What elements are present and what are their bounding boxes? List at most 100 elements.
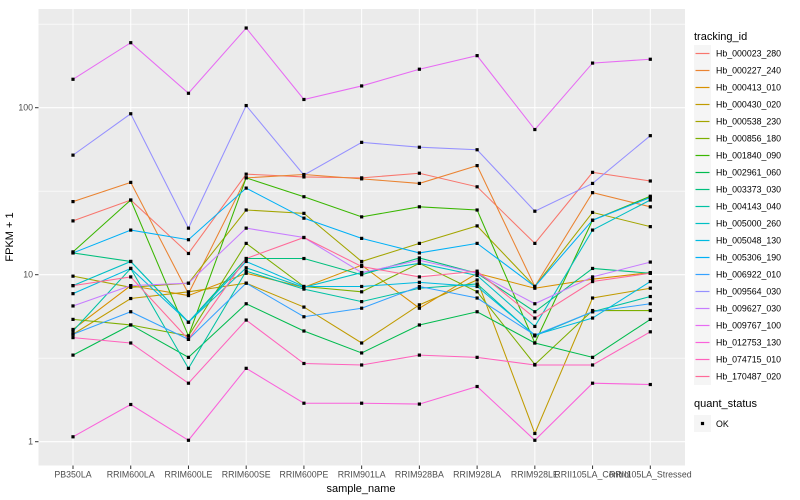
data-point: [417, 256, 421, 260]
data-point: [533, 302, 537, 306]
data-point: [186, 355, 191, 359]
legend-entry-label: Hb_004143_040: [716, 202, 781, 212]
data-point: [244, 241, 248, 245]
legend-entry: Hb_005000_260: [694, 215, 781, 232]
data-point: [475, 278, 479, 282]
data-point: [475, 355, 479, 359]
data-point: [186, 292, 191, 296]
data-point: [648, 317, 652, 321]
data-point: [417, 323, 421, 327]
legend-entry-label: Hb_000430_020: [716, 100, 781, 110]
data-point: [302, 211, 306, 215]
data-point: [533, 431, 537, 436]
legend-entry: Hb_005306_190: [694, 249, 781, 266]
data-point: [475, 208, 479, 212]
data-point: [417, 241, 421, 245]
data-point: [360, 341, 364, 345]
data-point: [417, 303, 421, 307]
data-point: [129, 284, 133, 288]
data-point: [648, 308, 652, 313]
data-point: [360, 259, 364, 264]
data-point: [360, 177, 364, 181]
data-point: [71, 317, 75, 321]
data-point: [590, 228, 595, 232]
legend-title-quant-status: quant_status: [694, 398, 757, 410]
data-point: [533, 324, 537, 329]
legend-entry-label: Hb_005048_130: [716, 236, 781, 246]
legend-entry: Hb_000023_280: [694, 45, 781, 62]
data-points: [71, 26, 652, 442]
data-point: [244, 366, 248, 370]
legend-entry: Hb_000430_020: [694, 96, 781, 113]
data-point: [71, 251, 75, 255]
data-point: [590, 316, 595, 320]
legend-entry-label: Hb_000227_240: [716, 66, 781, 76]
data-point: [648, 294, 652, 299]
data-point: [417, 306, 421, 310]
data-point: [129, 198, 133, 202]
data-point: [590, 381, 595, 385]
data-point: [186, 290, 191, 294]
data-point: [648, 330, 652, 334]
data-point: [648, 57, 652, 61]
data-point: [590, 191, 595, 195]
data-point: [244, 103, 248, 108]
data-point: [302, 329, 306, 333]
data-point: [475, 271, 479, 275]
data-point: [475, 164, 479, 168]
y-axis-title: FPKM + 1: [4, 212, 16, 261]
data-point: [360, 284, 364, 289]
data-point: [590, 355, 595, 359]
data-point: [186, 251, 191, 256]
data-point: [648, 195, 652, 200]
data-point: [417, 205, 421, 209]
data-point: [302, 401, 306, 405]
legend-entry-label: Hb_001840_090: [716, 151, 781, 161]
data-point: [244, 302, 248, 306]
data-point: [302, 287, 306, 291]
data-point: [302, 305, 306, 309]
legend-entry-label: Hb_003373_030: [716, 185, 781, 195]
data-point: [186, 281, 191, 285]
data-point: [417, 67, 421, 71]
legend-entry: Hb_012753_130: [694, 334, 781, 351]
legend-entry: Hb_000227_240: [694, 62, 781, 79]
legend-tracking-id: Hb_000023_280 Hb_000227_240 Hb_000413_010 H…: [694, 45, 781, 385]
data-point: [71, 332, 75, 336]
data-point: [129, 228, 133, 232]
data-point: [417, 258, 421, 262]
x-tick-label: RRII105LA_Stressed: [609, 470, 692, 480]
data-point: [360, 270, 364, 275]
data-point: [475, 224, 479, 228]
data-point: [71, 274, 75, 278]
legend-entry-label: Hb_000538_230: [716, 117, 781, 127]
legend-entry-label: Hb_012753_130: [716, 338, 781, 348]
x-tick-label: RRII105LA_Control: [554, 470, 630, 480]
data-point: [360, 273, 364, 277]
data-point: [360, 306, 364, 310]
data-point: [302, 315, 306, 319]
data-point: [129, 259, 133, 264]
x-tick-label: RRIM600PE: [279, 470, 328, 480]
data-point: [648, 134, 652, 138]
legend-entry: Hb_002961_060: [694, 164, 781, 181]
data-point: [302, 173, 306, 177]
data-point: [533, 333, 537, 337]
data-point: [244, 176, 248, 180]
legend-entry: Hb_004143_040: [694, 198, 781, 215]
data-point: [129, 112, 133, 116]
data-point: [71, 329, 75, 333]
legend-entry-label: Hb_006922_010: [716, 270, 781, 280]
data-point: [302, 175, 306, 179]
legend-entry: Hb_001840_090: [694, 147, 781, 164]
x-tick-label: RRIM600LE: [164, 470, 212, 480]
x-axis-title: sample_name: [326, 483, 395, 495]
data-point: [475, 241, 479, 245]
data-point: [71, 199, 75, 204]
legend-entry: Hb_000538_230: [694, 113, 781, 130]
data-point: [475, 273, 479, 278]
data-point: [244, 266, 248, 270]
data-point: [417, 284, 421, 289]
data-point: [590, 266, 595, 271]
data-point: [417, 280, 421, 284]
